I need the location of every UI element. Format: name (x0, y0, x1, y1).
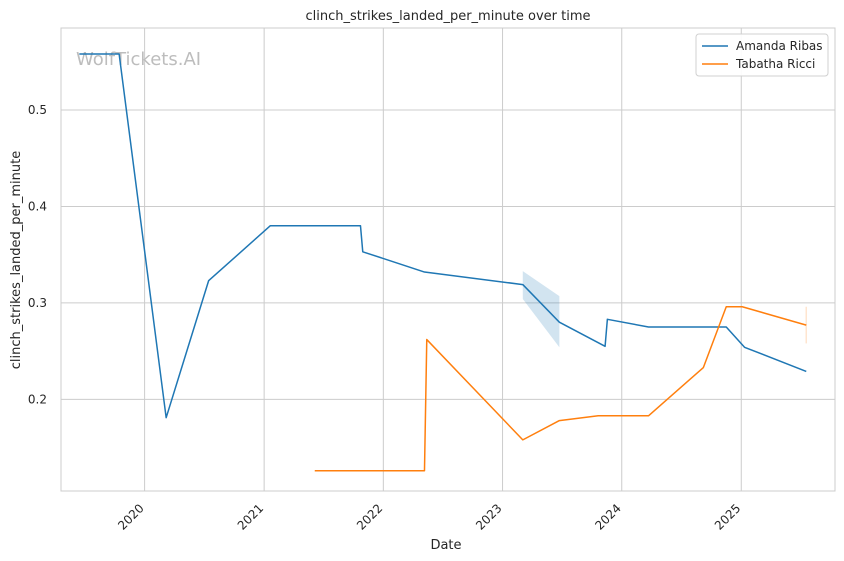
y-tick-label: 0.3 (28, 296, 47, 310)
x-tick-label: 2022 (354, 501, 385, 532)
x-tick-label: 2024 (592, 501, 623, 532)
legend-box (695, 33, 829, 77)
x-tick-label: 2025 (712, 501, 743, 532)
series-line-1 (314, 306, 807, 472)
y-axis-ticks: 0.2 0.3 0.4 0.5 (28, 103, 47, 406)
y-axis-label: clinch_strikes_landed_per_minute (9, 151, 24, 369)
x-tick-label: 2020 (115, 501, 146, 532)
confidence-band (522, 271, 560, 348)
grid (61, 28, 835, 491)
x-axis-ticks: 2020 2021 2022 2023 2024 2025 (115, 501, 743, 532)
series-line-0 (79, 53, 807, 419)
x-axis-label: Date (430, 538, 461, 553)
legend-label: Amanda Ribas (736, 39, 823, 53)
y-tick-label: 0.5 (28, 103, 47, 117)
series-lines (79, 53, 807, 472)
y-tick-label: 0.2 (28, 392, 47, 406)
watermark: WolfTickets.AI (76, 49, 201, 70)
confidence-bands (522, 271, 808, 348)
chart-title: clinch_strikes_landed_per_minute over ti… (305, 9, 590, 24)
x-tick-label: 2021 (235, 501, 266, 532)
plot-area-frame (60, 27, 836, 492)
x-tick-label: 2023 (473, 501, 504, 532)
legend: Amanda Ribas Tabatha Ricci (695, 33, 829, 77)
legend-label: Tabatha Ricci (735, 57, 815, 71)
y-tick-label: 0.4 (28, 199, 47, 213)
